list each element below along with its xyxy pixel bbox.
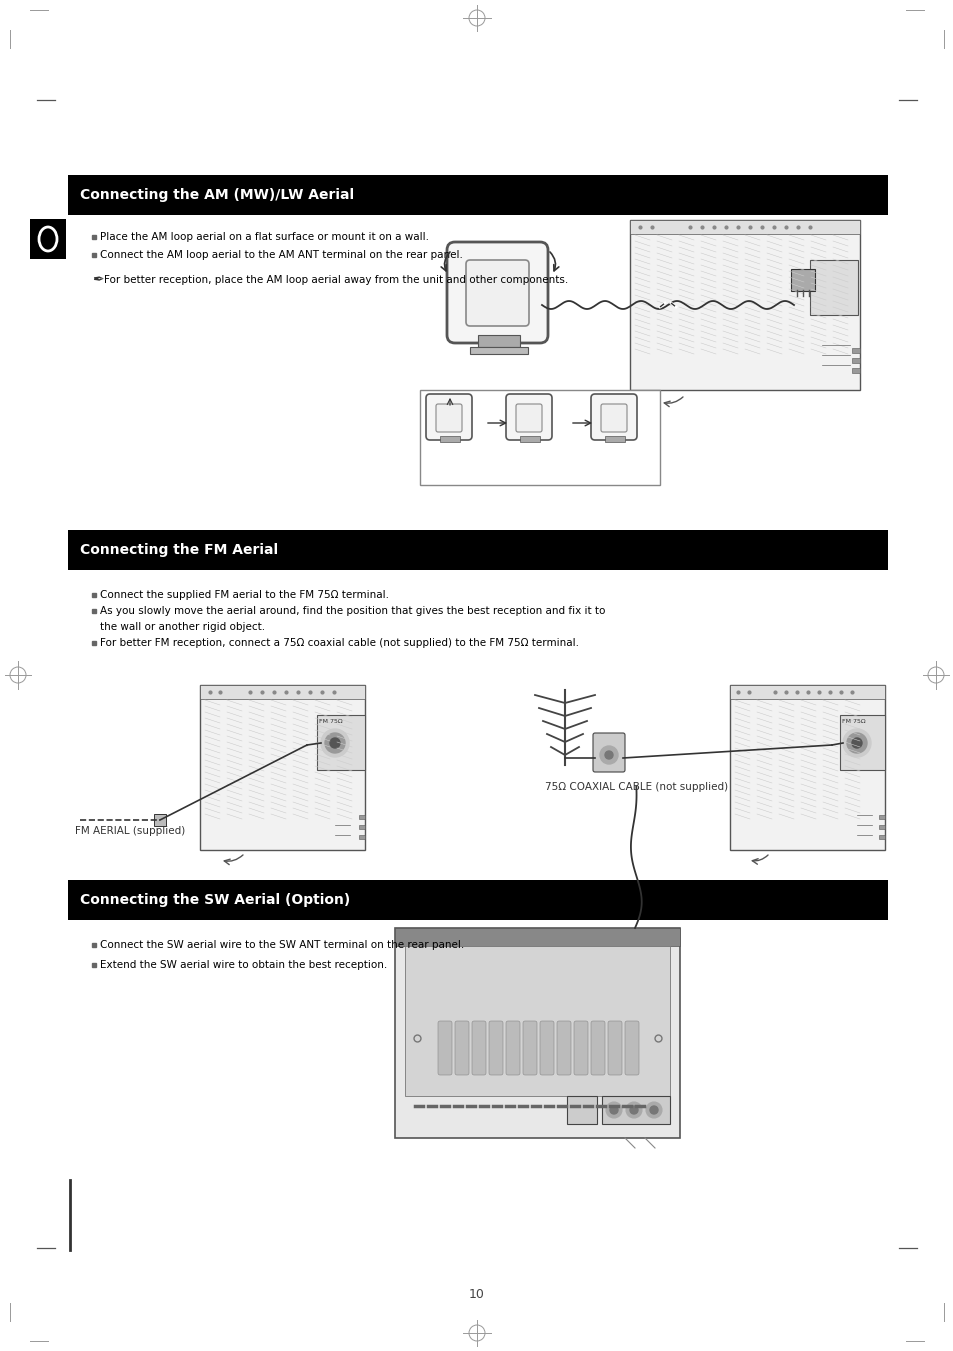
Circle shape	[599, 746, 618, 765]
FancyBboxPatch shape	[878, 815, 884, 819]
FancyBboxPatch shape	[358, 835, 365, 839]
FancyBboxPatch shape	[200, 685, 365, 850]
FancyBboxPatch shape	[68, 530, 887, 570]
Circle shape	[625, 1102, 641, 1119]
FancyBboxPatch shape	[566, 1096, 597, 1124]
FancyBboxPatch shape	[489, 1021, 502, 1075]
Text: As you slowly move the aerial around, find the position that gives the best rece: As you slowly move the aerial around, fi…	[100, 607, 605, 616]
FancyBboxPatch shape	[729, 685, 884, 850]
FancyBboxPatch shape	[395, 928, 679, 946]
Circle shape	[325, 734, 345, 753]
FancyBboxPatch shape	[200, 685, 365, 698]
FancyBboxPatch shape	[851, 349, 859, 353]
FancyBboxPatch shape	[851, 358, 859, 363]
FancyBboxPatch shape	[455, 1021, 469, 1075]
FancyBboxPatch shape	[590, 1021, 604, 1075]
FancyBboxPatch shape	[505, 394, 552, 440]
Text: ✒: ✒	[91, 273, 104, 286]
FancyBboxPatch shape	[68, 176, 887, 215]
FancyBboxPatch shape	[790, 269, 814, 290]
Text: 75Ω COAXIAL CABLE (not supplied): 75Ω COAXIAL CABLE (not supplied)	[544, 782, 727, 792]
Circle shape	[609, 1106, 618, 1115]
FancyBboxPatch shape	[505, 1021, 519, 1075]
FancyBboxPatch shape	[358, 825, 365, 830]
Text: the wall or another rigid object.: the wall or another rigid object.	[100, 621, 265, 632]
FancyBboxPatch shape	[878, 835, 884, 839]
FancyBboxPatch shape	[405, 946, 669, 1096]
FancyBboxPatch shape	[593, 734, 624, 771]
FancyBboxPatch shape	[601, 1096, 669, 1124]
Text: Connecting the AM (MW)/LW Aerial: Connecting the AM (MW)/LW Aerial	[80, 188, 354, 203]
FancyBboxPatch shape	[426, 394, 472, 440]
Circle shape	[629, 1106, 638, 1115]
FancyBboxPatch shape	[629, 220, 859, 234]
FancyBboxPatch shape	[447, 242, 547, 343]
FancyBboxPatch shape	[439, 436, 459, 442]
FancyBboxPatch shape	[153, 815, 166, 825]
FancyBboxPatch shape	[624, 1021, 639, 1075]
Text: Connect the AM loop aerial to the AM ANT terminal on the rear panel.: Connect the AM loop aerial to the AM ANT…	[100, 250, 462, 259]
FancyBboxPatch shape	[470, 347, 527, 354]
Circle shape	[842, 730, 870, 757]
FancyBboxPatch shape	[809, 259, 857, 315]
FancyBboxPatch shape	[437, 1021, 452, 1075]
FancyBboxPatch shape	[840, 715, 884, 770]
Circle shape	[645, 1102, 661, 1119]
Text: FM AERIAL (supplied): FM AERIAL (supplied)	[75, 825, 185, 836]
FancyBboxPatch shape	[851, 367, 859, 373]
Circle shape	[605, 1102, 621, 1119]
Text: Connect the SW aerial wire to the SW ANT terminal on the rear panel.: Connect the SW aerial wire to the SW ANT…	[100, 940, 464, 950]
FancyBboxPatch shape	[539, 1021, 554, 1075]
FancyBboxPatch shape	[574, 1021, 587, 1075]
FancyBboxPatch shape	[436, 404, 461, 432]
Text: For better reception, place the AM loop aerial away from the unit and other comp: For better reception, place the AM loop …	[104, 276, 568, 285]
Text: 10: 10	[469, 1289, 484, 1301]
Text: Connect the supplied FM aerial to the FM 75Ω terminal.: Connect the supplied FM aerial to the FM…	[100, 590, 389, 600]
FancyBboxPatch shape	[68, 880, 887, 920]
Text: For better FM reception, connect a 75Ω coaxial cable (not supplied) to the FM 75: For better FM reception, connect a 75Ω c…	[100, 638, 578, 648]
FancyBboxPatch shape	[465, 259, 529, 326]
FancyBboxPatch shape	[395, 928, 679, 1138]
Text: FM 75Ω: FM 75Ω	[318, 719, 342, 724]
Circle shape	[604, 751, 613, 759]
Circle shape	[649, 1106, 658, 1115]
FancyBboxPatch shape	[30, 219, 66, 259]
FancyBboxPatch shape	[472, 1021, 485, 1075]
FancyBboxPatch shape	[557, 1021, 571, 1075]
FancyBboxPatch shape	[358, 815, 365, 819]
FancyBboxPatch shape	[629, 220, 859, 390]
Text: Extend the SW aerial wire to obtain the best reception.: Extend the SW aerial wire to obtain the …	[100, 961, 387, 970]
FancyBboxPatch shape	[607, 1021, 621, 1075]
FancyBboxPatch shape	[729, 685, 884, 698]
Circle shape	[330, 738, 339, 748]
FancyBboxPatch shape	[604, 436, 624, 442]
Circle shape	[846, 734, 866, 753]
Text: Connecting the FM Aerial: Connecting the FM Aerial	[80, 543, 278, 557]
FancyBboxPatch shape	[519, 436, 539, 442]
FancyBboxPatch shape	[522, 1021, 537, 1075]
FancyBboxPatch shape	[878, 825, 884, 830]
FancyBboxPatch shape	[516, 404, 541, 432]
Text: Place the AM loop aerial on a flat surface or mount it on a wall.: Place the AM loop aerial on a flat surfa…	[100, 232, 429, 242]
Text: Connecting the SW Aerial (Option): Connecting the SW Aerial (Option)	[80, 893, 350, 907]
FancyBboxPatch shape	[419, 390, 659, 485]
FancyBboxPatch shape	[600, 404, 626, 432]
Circle shape	[320, 730, 349, 757]
FancyBboxPatch shape	[477, 335, 519, 347]
FancyBboxPatch shape	[590, 394, 637, 440]
FancyBboxPatch shape	[316, 715, 365, 770]
Circle shape	[851, 738, 862, 748]
Text: FM 75Ω: FM 75Ω	[841, 719, 864, 724]
